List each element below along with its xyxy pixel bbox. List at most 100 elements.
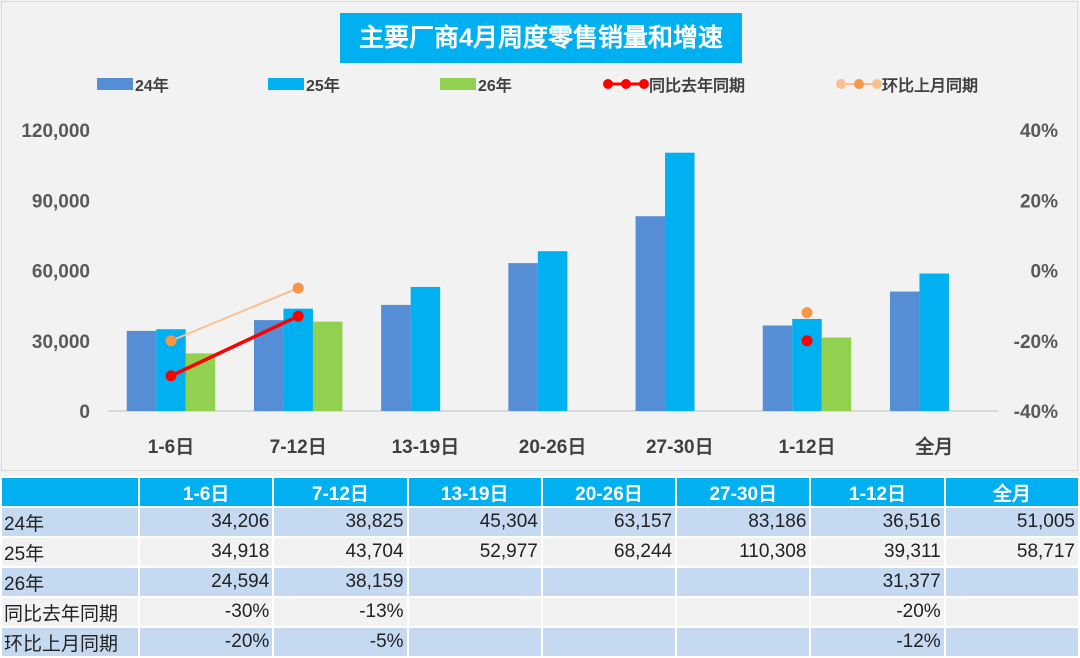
bar-24年 [381, 304, 411, 411]
legend-line-marker [603, 79, 649, 89]
table-cell: 58,717 [943, 536, 1080, 568]
table-cell [943, 626, 1080, 658]
table-cell [540, 626, 678, 658]
row-label: 24年 [0, 506, 140, 538]
table-header-row: 1-6日 7-12日 13-19日 20-26日 27-30日 1-12日 全月 [0, 476, 1080, 508]
table-cell: 43,704 [272, 536, 409, 568]
legend-swatch [97, 78, 133, 90]
table-cell: 110,308 [675, 536, 812, 568]
y-left-tick-label: 60,000 [32, 262, 90, 283]
bar-24年 [762, 325, 793, 411]
table-row: 同比去年同期 -30% -13% -20% [0, 596, 1080, 628]
column-header: 20-26日 [540, 476, 678, 508]
y-right-tick-label: -40% [1014, 402, 1058, 423]
x-tick-label: 1-12日 [778, 437, 835, 458]
bar-25年 [665, 152, 695, 411]
legend-item-26: 26年 [440, 72, 512, 96]
legend-item-yoy: 同比去年同期 [603, 72, 745, 96]
table-cell [675, 596, 812, 628]
table-cell: -20% [809, 596, 946, 628]
column-header: 全月 [943, 476, 1080, 508]
row-label: 25年 [0, 536, 140, 568]
legend-swatch [440, 78, 476, 90]
table-cell: 34,206 [137, 506, 275, 538]
table-cell: 51,005 [943, 506, 1080, 538]
column-header: 13-19日 [406, 476, 543, 508]
point-环比上月同期 [801, 307, 813, 319]
table-row: 25年 34,918 43,704 52,977 68,244 110,308 39,311… [0, 536, 1080, 568]
chart-frame [1, 1, 1078, 471]
table-cell [406, 596, 543, 628]
column-header: 7-12日 [272, 476, 409, 508]
table-cell: 38,159 [272, 566, 409, 598]
bar-24年 [508, 263, 538, 411]
legend-swatch [268, 78, 304, 90]
bar-24年 [126, 330, 157, 411]
y-right-tick-label: -20% [1014, 332, 1058, 353]
legend-item-mom: 环比上月同期 [836, 72, 978, 96]
bar-25年 [919, 273, 949, 411]
data-table: 1-6日 7-12日 13-19日 20-26日 27-30日 1-12日 全月 24年 34… [0, 476, 1080, 658]
table-cell: -5% [272, 626, 409, 658]
table-cell: -12% [809, 626, 946, 658]
row-label: 同比去年同期 [0, 596, 140, 628]
table-row: 26年 24,594 38,159 31,377 [0, 566, 1080, 598]
table-cell [675, 626, 812, 658]
point-同比去年同期 [292, 310, 304, 322]
y-left-tick-label: 120,000 [21, 121, 90, 142]
table-cell: 34,918 [137, 536, 275, 568]
bar-24年 [635, 216, 666, 411]
x-tick-label: 全月 [914, 435, 953, 458]
table-cell: 39,311 [809, 536, 946, 568]
legend-line-marker [836, 79, 882, 89]
table-cell: -13% [272, 596, 409, 628]
x-tick-label: 27-30日 [646, 437, 714, 458]
table-cell: 83,186 [675, 506, 812, 538]
bar-25年 [537, 251, 568, 411]
row-label: 26年 [0, 566, 140, 598]
table-cell: 68,244 [540, 536, 678, 568]
table-cell [406, 566, 543, 598]
x-tick-label: 20-26日 [519, 437, 587, 458]
x-tick-label: 7-12日 [270, 437, 327, 458]
bar-26年 [821, 337, 852, 411]
table-cell [675, 566, 812, 598]
point-环比上月同期 [165, 335, 177, 347]
bar-25年 [283, 308, 313, 411]
legend-item-24: 24年 [97, 72, 169, 96]
line-segment-同比去年同期 [170, 314, 299, 378]
table-cell [540, 566, 678, 598]
line-segment-环比上月同期 [170, 287, 299, 342]
y-right-tick-label: 0% [1031, 262, 1059, 283]
table-cell: 24,594 [137, 566, 275, 598]
chart-title: 主要厂商4月周度零售销量和增速 [340, 13, 742, 63]
column-header: 1-12日 [809, 476, 946, 508]
y-right-tick-label: 40% [1020, 121, 1058, 142]
table-cell [943, 566, 1080, 598]
column-header: 27-30日 [675, 476, 812, 508]
row-label: 环比上月同期 [0, 626, 140, 658]
point-环比上月同期 [292, 282, 304, 294]
table-cell: 52,977 [406, 536, 543, 568]
y-left-tick-label: 0 [79, 402, 90, 423]
column-header: 1-6日 [137, 476, 275, 508]
table-cell: 38,825 [272, 506, 409, 538]
legend-item-25: 25年 [268, 72, 340, 96]
bar-25年 [410, 286, 441, 411]
column-header [0, 476, 140, 508]
x-tick-label: 13-19日 [392, 437, 460, 458]
bar-24年 [889, 291, 920, 411]
point-同比去年同期 [165, 370, 177, 382]
table-row: 24年 34,206 38,825 45,304 63,157 83,186 36,516 5… [0, 506, 1080, 538]
table-cell [406, 626, 543, 658]
table-row: 环比上月同期 -20% -5% -12% [0, 626, 1080, 658]
table-cell: 45,304 [406, 506, 543, 538]
table-cell: 31,377 [809, 566, 946, 598]
bar-26年 [312, 321, 343, 411]
table-cell: -30% [137, 596, 275, 628]
table-cell: 63,157 [540, 506, 678, 538]
table-cell: -20% [137, 626, 275, 658]
table-cell [943, 596, 1080, 628]
legend: 24年 25年 26年 同比去年同期 环比上月同期 [0, 72, 1080, 96]
y-right-tick-label: 20% [1020, 191, 1058, 212]
